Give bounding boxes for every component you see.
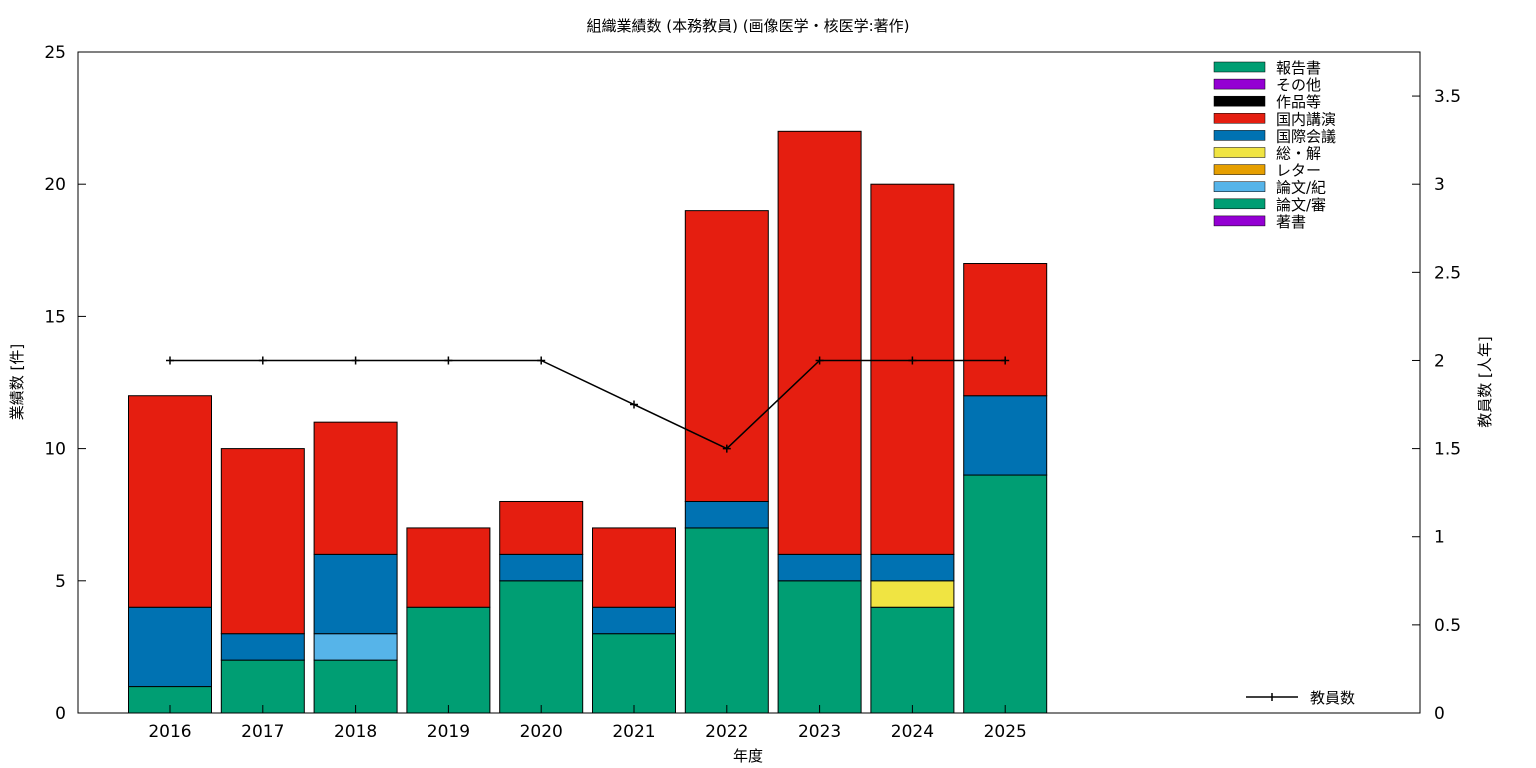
line-point <box>1001 356 1010 365</box>
line-point <box>444 356 453 365</box>
bar-segment <box>870 553 955 582</box>
bar-segment <box>406 527 491 608</box>
y-tick-label: 0 <box>55 704 66 724</box>
legend-label: 論文/紀 <box>1276 179 1326 197</box>
faculty-count-line <box>170 359 1006 450</box>
line-point <box>908 356 917 365</box>
bar-segment <box>313 633 398 661</box>
x-tick-label: 2019 <box>427 722 470 742</box>
bar-segment <box>499 580 584 714</box>
y2-tick-label: 0.5 <box>1434 616 1461 636</box>
bar-segment <box>963 263 1048 397</box>
line-point <box>630 400 638 409</box>
y2-tick-label: 2 <box>1434 351 1445 371</box>
bar-segment <box>499 500 584 555</box>
bar-segment <box>684 500 769 529</box>
legend-label: 報告書 <box>1276 59 1321 77</box>
line-point <box>722 444 731 453</box>
bar-segment <box>684 527 769 714</box>
y2-tick-label: 1 <box>1434 528 1445 548</box>
legend-label: 国際会議 <box>1276 127 1336 145</box>
line-point <box>537 356 546 365</box>
y2-tick-label: 2.5 <box>1434 263 1461 283</box>
legend-swatch <box>1213 215 1266 227</box>
bar-segment <box>313 421 398 555</box>
bar-segment <box>406 606 491 714</box>
legend-label: レター <box>1276 162 1321 180</box>
bar-segment <box>870 606 955 714</box>
legend-label: 国内講演 <box>1276 110 1336 128</box>
chart-title: 組織業績数 (本務教員) (画像医学・核医学:著作) <box>586 17 909 35</box>
legend-swatch <box>1213 95 1266 107</box>
legend-swatch <box>1213 147 1266 158</box>
legend-swatch <box>1213 78 1266 90</box>
y-tick-label: 20 <box>44 175 66 195</box>
y2-tick-label: 3.5 <box>1434 87 1461 107</box>
bar-segment <box>220 448 305 635</box>
x-tick-label: 2022 <box>705 722 748 742</box>
bar-segment <box>592 633 676 714</box>
x-tick-label: 2023 <box>798 722 841 742</box>
y-tick-label: 10 <box>44 440 66 460</box>
x-tick-label: 2025 <box>984 722 1027 742</box>
line-point <box>166 356 174 365</box>
legend-label: その他 <box>1276 76 1321 94</box>
legend-line-label: 教員数 <box>1310 689 1355 707</box>
y2-axis-label: 教員数 [人年] <box>1476 336 1494 427</box>
legend-swatch <box>1213 164 1266 175</box>
y-tick-label: 5 <box>55 572 66 592</box>
legend-label: 総・解 <box>1276 145 1321 163</box>
bar-segment <box>777 553 862 582</box>
y2-tick-label: 1.5 <box>1434 440 1461 460</box>
y2-tick-label: 3 <box>1434 175 1445 195</box>
bar-segment <box>220 659 305 714</box>
legend-swatch <box>1213 198 1266 210</box>
x-tick-label: 2020 <box>520 722 563 742</box>
y-tick-label: 25 <box>44 43 66 63</box>
bar-segment <box>220 633 305 661</box>
bar-segment <box>963 395 1048 476</box>
line-point <box>815 356 824 365</box>
legend-swatch <box>1213 113 1266 124</box>
bar-segment <box>684 210 769 502</box>
bar-segment <box>128 606 212 688</box>
legend-label: 著書 <box>1276 213 1306 231</box>
bar-segment <box>499 553 584 582</box>
bar-segment <box>963 474 1048 714</box>
line-layer <box>166 356 1010 453</box>
y-axis-label: 業績数 [件] <box>8 344 26 420</box>
x-axis-label: 年度 <box>733 747 763 765</box>
y2-tick-label: 0 <box>1434 704 1445 724</box>
x-tick-label: 2016 <box>148 722 191 742</box>
legend-label: 作品等 <box>1276 93 1321 111</box>
x-tick-label: 2017 <box>241 722 284 742</box>
bar-segment <box>870 183 955 555</box>
x-tick-label: 2018 <box>334 722 377 742</box>
x-tick-label: 2021 <box>612 722 655 742</box>
bar-segment <box>128 395 212 608</box>
bar-segment <box>313 553 398 635</box>
bar-segment <box>870 580 955 608</box>
bar-segment <box>592 527 676 608</box>
legend-swatch <box>1213 181 1266 192</box>
bar-segment <box>777 580 862 714</box>
legend-label: 論文/審 <box>1276 196 1326 214</box>
legend-swatch <box>1213 61 1266 73</box>
x-tick-label: 2024 <box>891 722 934 742</box>
line-point <box>258 356 267 365</box>
line-point <box>351 356 360 365</box>
bars-layer <box>128 130 1048 714</box>
bar-segment <box>777 130 862 555</box>
bar-segment <box>592 606 676 635</box>
legend-swatch <box>1213 130 1266 141</box>
y-tick-label: 15 <box>44 307 66 327</box>
plot-frame <box>77 51 1421 714</box>
